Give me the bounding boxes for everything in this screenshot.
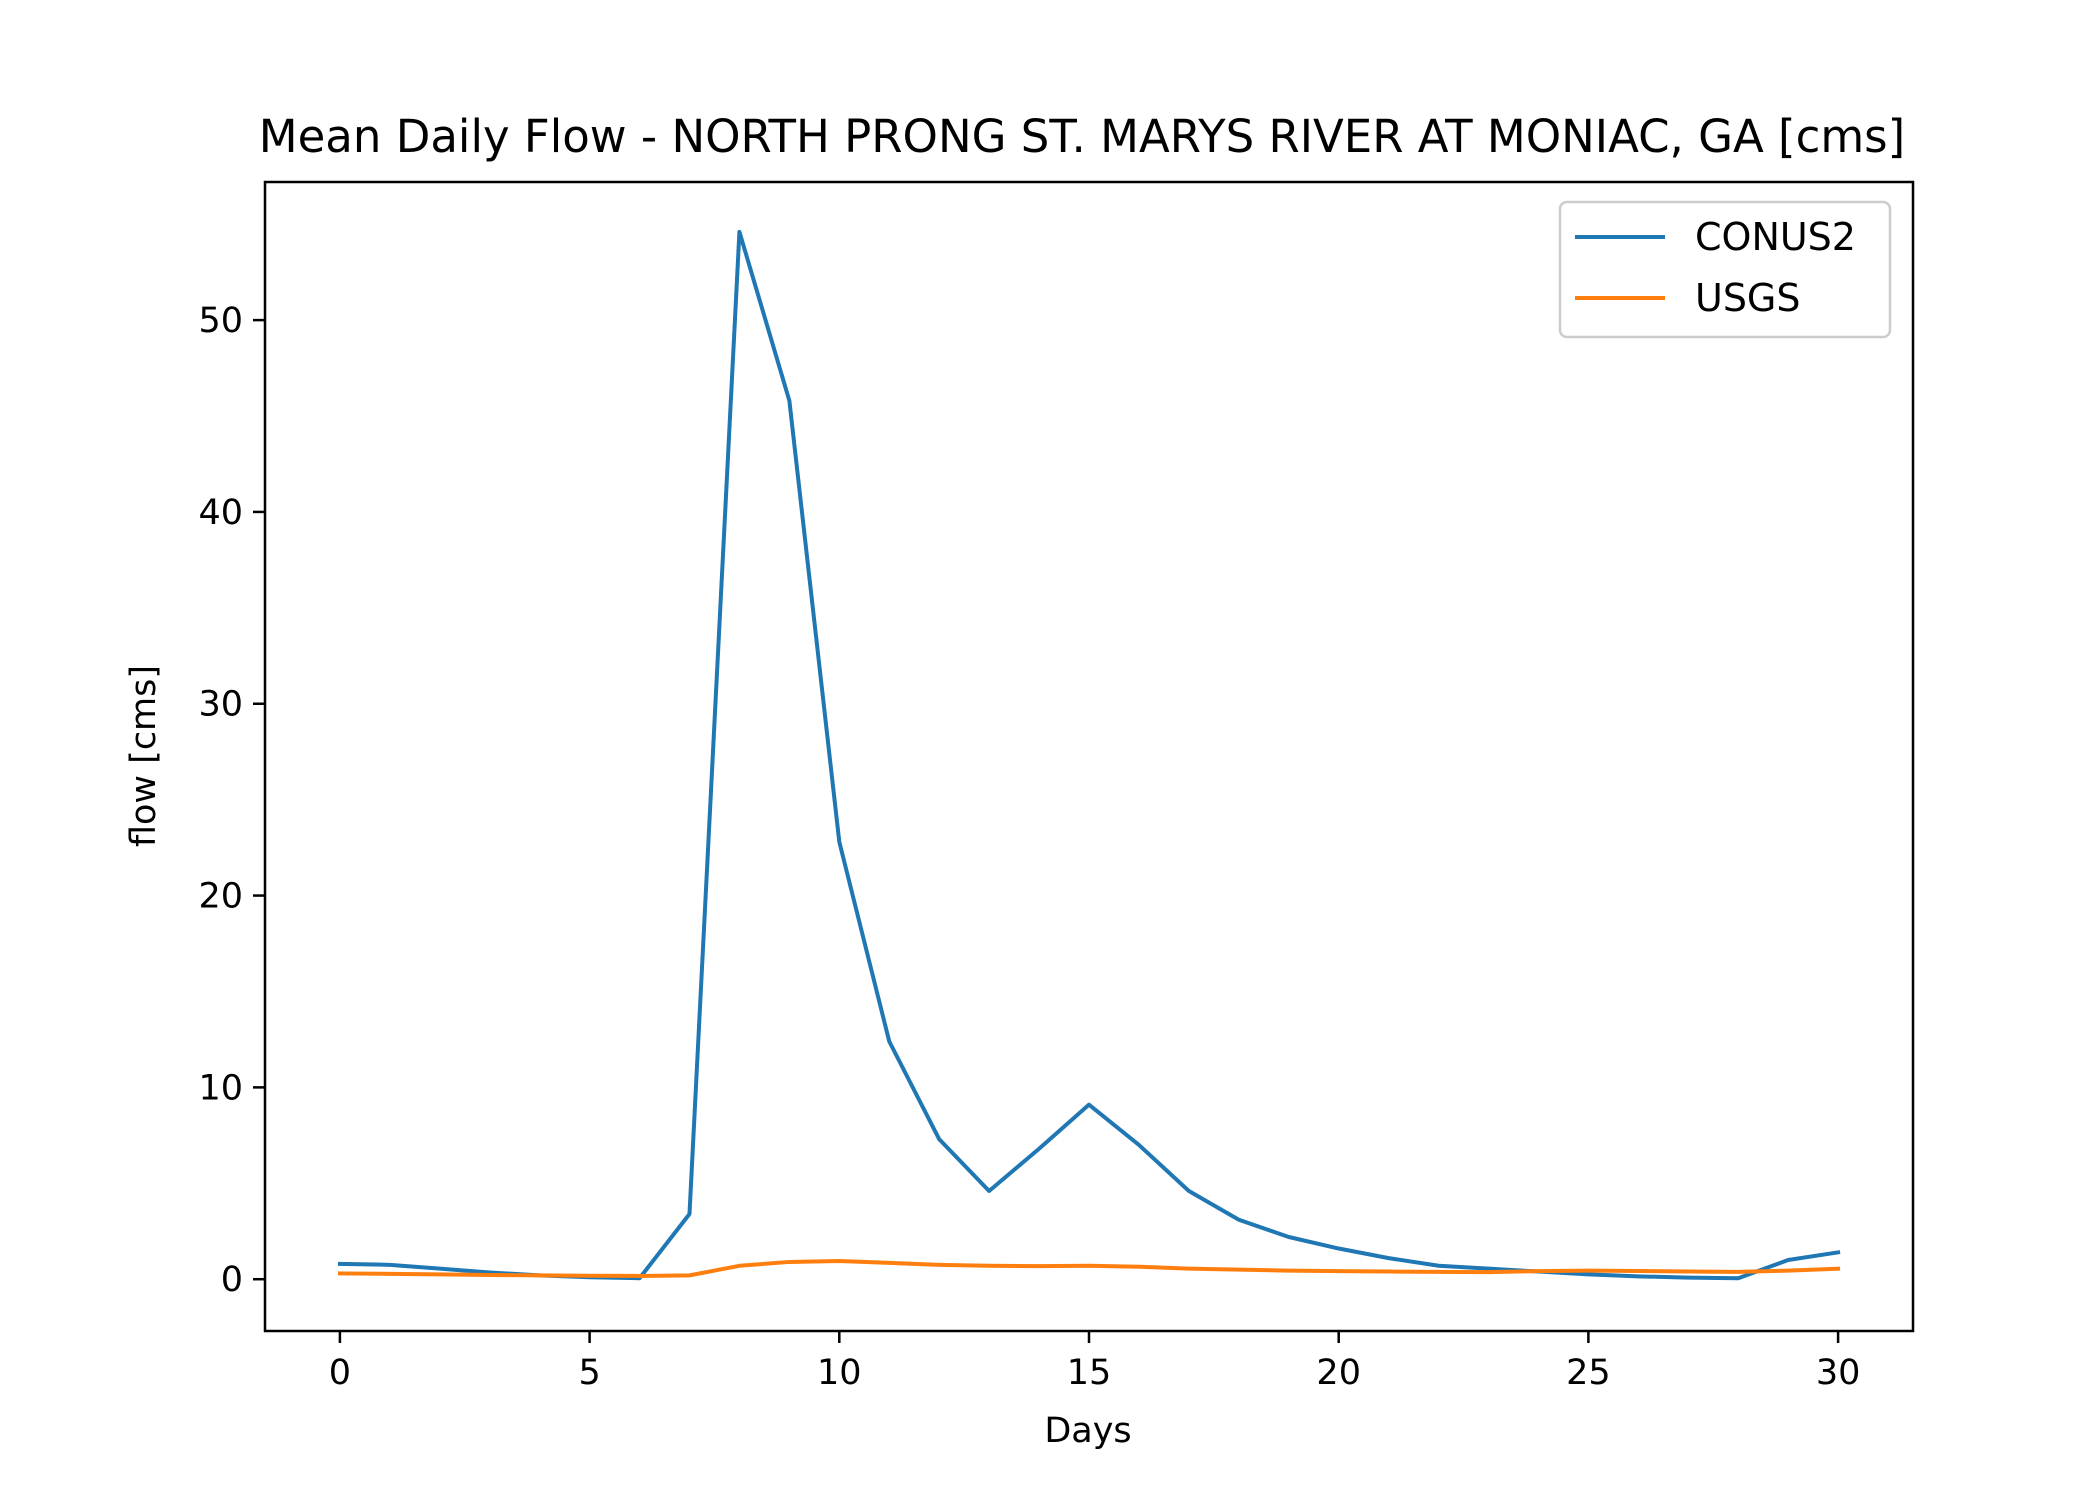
plot-frame	[263, 180, 1915, 1333]
y-tick-label: 40	[198, 493, 243, 533]
y-axis-label: flow [cms]	[124, 665, 164, 847]
chart-title: Mean Daily Flow - NORTH PRONG ST. MARYS …	[259, 110, 1905, 163]
x-tick-label: 10	[817, 1353, 862, 1393]
series-line-conus2	[337, 229, 1841, 1281]
x-tick-label: 0	[329, 1353, 351, 1393]
x-axis-label: Days	[1044, 1411, 1131, 1451]
y-tick-label: 30	[198, 685, 243, 725]
y-tick-label: 20	[198, 877, 243, 917]
y-tick-label: 10	[198, 1068, 243, 1108]
legend-label: CONUS2	[1695, 215, 1856, 259]
x-tick-label: 30	[1816, 1353, 1861, 1393]
legend-label: USGS	[1695, 276, 1801, 320]
x-tick-label: 15	[1067, 1353, 1112, 1393]
legend: CONUS2 USGS	[1558, 200, 1892, 339]
y-tick-label: 0	[221, 1260, 243, 1300]
series-line-usgs	[337, 1258, 1841, 1278]
x-tick-label: 20	[1316, 1353, 1361, 1393]
x-axis: 0 5 10 15 20 25 30	[329, 1331, 1861, 1393]
x-tick-label: 25	[1566, 1353, 1611, 1393]
x-tick-label: 5	[578, 1353, 600, 1393]
y-axis: 0 10 20 30 40 50	[198, 301, 265, 1300]
y-tick-label: 50	[198, 301, 243, 341]
plot-area	[337, 229, 1841, 1281]
